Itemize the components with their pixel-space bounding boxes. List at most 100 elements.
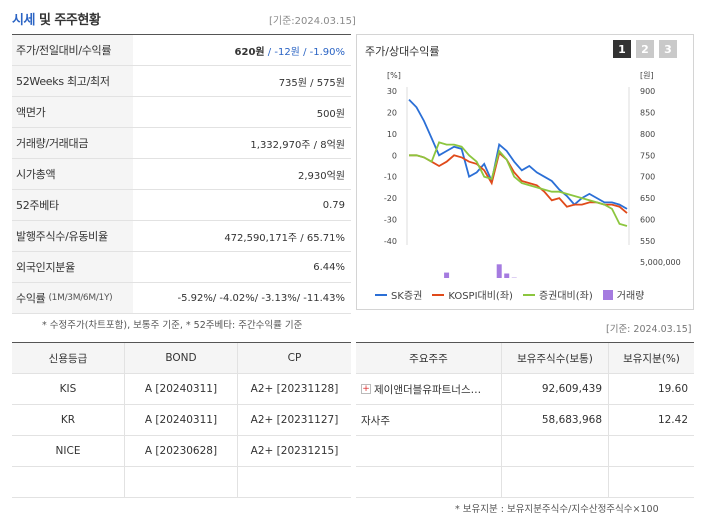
legend-swatch bbox=[375, 293, 387, 296]
right-tick-label: 550 bbox=[640, 237, 655, 246]
cell-pct: 12.42 bbox=[657, 414, 688, 426]
chart-panel: 주가/상대수익률 1 2 3 [%] [원] 30 20 10 0 -10 -20 -30 -40… bbox=[356, 34, 694, 310]
price-change: / -12원 / -1.90% bbox=[264, 46, 345, 58]
row-label: 외국인지분율 bbox=[12, 252, 133, 282]
row-value: 0.79 bbox=[322, 199, 345, 211]
cell-agency: KIS bbox=[12, 374, 125, 404]
left-tick-label: -30 bbox=[384, 216, 397, 225]
cell-empty bbox=[356, 467, 502, 497]
table-header: 주요주주 보유주식수(보통) 보유지분(%) bbox=[356, 343, 694, 374]
header-cell: CP bbox=[287, 352, 302, 364]
legend-item-volume[interactable]: 거래량 bbox=[602, 287, 644, 302]
cell-agency: KR bbox=[12, 405, 125, 435]
right-tick-label: 850 bbox=[640, 108, 655, 117]
row-value: 735원 / 575원 bbox=[278, 77, 345, 89]
chart-page-1-button[interactable]: 1 bbox=[613, 40, 631, 58]
basis-date-bottom: [기준: 2024.03.15] bbox=[606, 324, 692, 335]
left-tick-label: 10 bbox=[387, 130, 397, 139]
row-return: 수익률 (1M/3M/6M/1Y) -5.92%/ -4.02%/ -3.13%/ … bbox=[12, 283, 351, 314]
row-label: 52Weeks 최고/최저 bbox=[12, 66, 133, 96]
price-chart: [%] [원] 30 20 10 0 -10 -20 -30 -40 900 850 800 750 700… bbox=[384, 71, 681, 278]
row-shares: 발행주식수/유동비율 472,590,171주 / 65.71% bbox=[12, 221, 351, 252]
left-tick-label: 30 bbox=[387, 87, 397, 96]
table-row-empty bbox=[12, 467, 351, 498]
cell-bond: A [20240311] bbox=[125, 405, 238, 435]
legend-item-kospi[interactable]: KOSPI대비(좌) bbox=[432, 287, 513, 302]
cell-bond: A [20230628] bbox=[125, 436, 238, 466]
row-value: 6.44% bbox=[313, 261, 345, 273]
row-value: 2,930억원 bbox=[297, 170, 345, 182]
volume-tick-label: 5,000,000 bbox=[640, 258, 681, 267]
chart-legend: SK증권 KOSPI대비(좌) 증권대비(좌) 거래량 bbox=[375, 287, 644, 302]
row-face-value: 액면가 500원 bbox=[12, 97, 351, 128]
right-tick-label: 650 bbox=[640, 194, 655, 203]
major-holders-table: 주요주주 보유주식수(보통) 보유지분(%) + 제이앤더블유파트너스… 92,6… bbox=[356, 342, 694, 498]
holders-footnote: * 보유지분 : 보유지분주식수/지수산정주식수×100 bbox=[455, 504, 659, 515]
cell-bond: A [20240311] bbox=[125, 374, 238, 404]
series-line-sk bbox=[408, 98, 628, 210]
row-label: 발행주식수/유동비율 bbox=[12, 221, 133, 251]
left-tick-label: 0 bbox=[392, 151, 397, 160]
cell-cp: A2+ [20231127] bbox=[250, 414, 339, 426]
table-row-empty bbox=[356, 436, 694, 467]
table-row: KIS A [20240311] A2+ [20231128] bbox=[12, 374, 351, 405]
row-label: 거래량/거래대금 bbox=[12, 128, 133, 158]
cell-empty bbox=[12, 467, 125, 497]
header-cell: 보유지분(%) bbox=[623, 352, 680, 365]
series-line-securities bbox=[409, 141, 628, 227]
series-line-kospi bbox=[409, 151, 628, 214]
row-price: 주가/전일대비/수익률 620원 / -12원 / -1.90% bbox=[12, 35, 351, 66]
cell-empty bbox=[356, 436, 502, 466]
right-tick-label: 800 bbox=[640, 130, 655, 139]
header-cell: 주요주주 bbox=[356, 343, 502, 373]
cell-holder-name[interactable]: + 제이앤더블유파트너스… bbox=[356, 374, 502, 404]
table-row-empty bbox=[356, 467, 694, 498]
row-label: 52주베타 bbox=[12, 190, 133, 220]
row-beta: 52주베타 0.79 bbox=[12, 190, 351, 221]
header-cell: 보유주식수(보통) bbox=[502, 343, 609, 373]
price-table: 주가/전일대비/수익률 620원 / -12원 / -1.90% 52Weeks… bbox=[12, 34, 351, 314]
legend-item-sk[interactable]: SK증권 bbox=[375, 287, 422, 302]
left-tick-label: 20 bbox=[387, 108, 397, 117]
cell-empty bbox=[238, 467, 351, 497]
row-label: 시가총액 bbox=[12, 159, 133, 189]
price-value: 620원 / -12원 / -1.90% bbox=[133, 43, 351, 58]
basis-date-top: [기준:2024.03.15] bbox=[269, 16, 356, 27]
volume-bar bbox=[496, 264, 502, 278]
left-tick-label: -40 bbox=[384, 237, 397, 246]
right-tick-label: 900 bbox=[640, 87, 655, 96]
left-axis-unit: [%] bbox=[387, 71, 401, 80]
credit-rating-table: 신용등급 BOND CP KIS A [20240311] A2+ [20231… bbox=[12, 342, 351, 498]
right-tick-label: 700 bbox=[640, 173, 655, 182]
row-value: 1,332,970주 / 8억원 bbox=[250, 139, 345, 151]
row-52weeks: 52Weeks 최고/최저 735원 / 575원 bbox=[12, 66, 351, 97]
header-cell: 신용등급 bbox=[12, 343, 125, 373]
row-foreign: 외국인지분율 6.44% bbox=[12, 252, 351, 283]
cell-pct: 19.60 bbox=[657, 383, 688, 395]
legend-swatch bbox=[432, 293, 445, 296]
header-cell: BOND bbox=[125, 343, 238, 373]
table-row: NICE A [20230628] A2+ [20231215] bbox=[12, 436, 351, 467]
cell-shares: 92,609,439 bbox=[502, 374, 609, 404]
expand-plus-icon[interactable]: + bbox=[361, 383, 371, 394]
table-header: 신용등급 BOND CP bbox=[12, 343, 351, 374]
cell-empty bbox=[125, 467, 238, 497]
chart-title: 주가/상대수익률 bbox=[365, 45, 440, 58]
legend-item-securities[interactable]: 증권대비(좌) bbox=[522, 287, 593, 302]
right-tick-label: 600 bbox=[640, 216, 655, 225]
row-label: 주가/전일대비/수익률 bbox=[12, 35, 133, 65]
volume-bar bbox=[504, 273, 510, 278]
chart-page-2-button[interactable]: 2 bbox=[636, 40, 654, 58]
current-price: 620원 bbox=[234, 46, 265, 58]
row-volume: 거래량/거래대금 1,332,970주 / 8억원 bbox=[12, 128, 351, 159]
cell-empty bbox=[502, 467, 609, 497]
row-market-cap: 시가총액 2,930억원 bbox=[12, 159, 351, 190]
row-label: 액면가 bbox=[12, 97, 133, 127]
chart-page-3-button[interactable]: 3 bbox=[659, 40, 677, 58]
table-row: + 제이앤더블유파트너스… 92,609,439 19.60 bbox=[356, 374, 694, 405]
left-tick-label: -20 bbox=[384, 194, 397, 203]
cell-agency: NICE bbox=[12, 436, 125, 466]
cell-empty bbox=[609, 467, 694, 497]
cell-empty bbox=[502, 436, 609, 466]
cell-cp: A2+ [20231128] bbox=[250, 383, 339, 395]
